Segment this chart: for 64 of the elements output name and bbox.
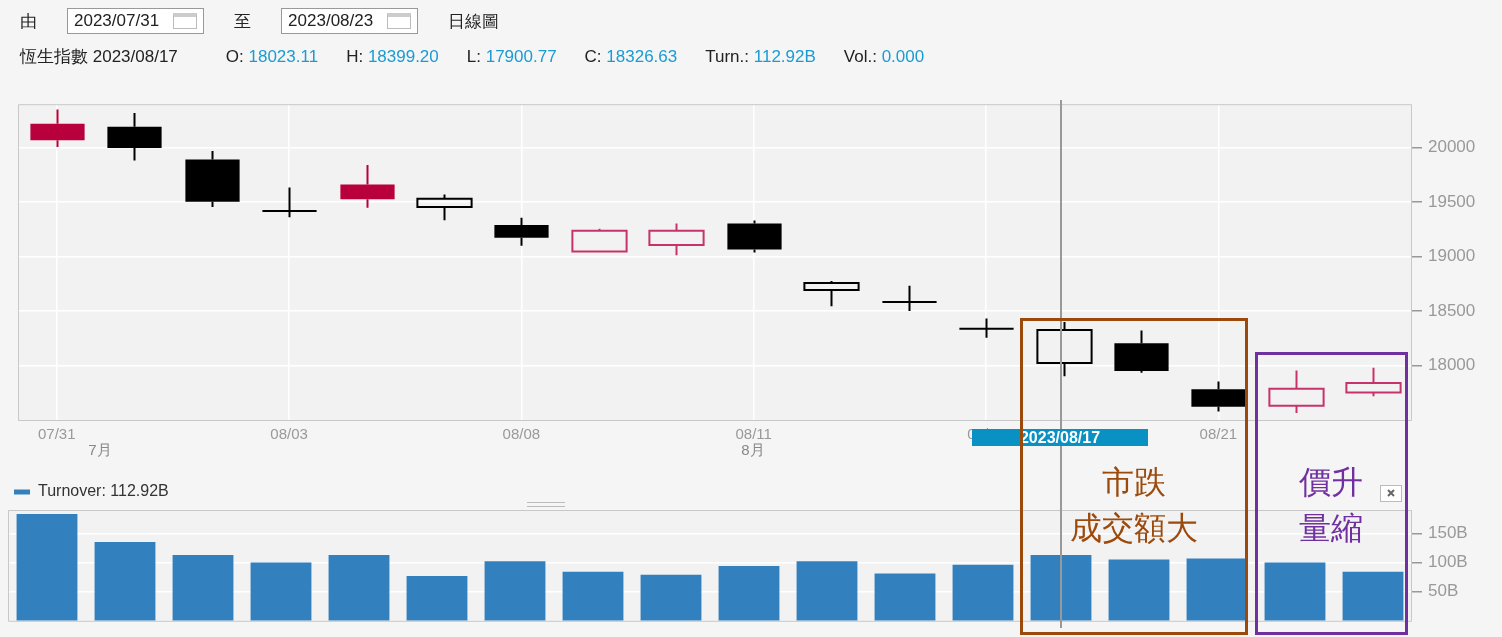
y-tick-label: 20000 [1428,137,1476,157]
y-tick-label: 50B [1428,581,1459,601]
bar [1264,562,1326,621]
x-tick-label: 08/21 [1199,425,1238,443]
bar [328,554,390,621]
candlestick [30,108,85,149]
y-tick-label: 18000 [1428,355,1476,375]
bar [172,554,234,621]
bar [1186,558,1248,621]
bar [250,562,312,621]
bar [874,573,936,621]
candlestick [107,111,162,162]
bar [952,564,1014,621]
text: 8月 [741,441,765,460]
y-tick-label: 18500 [1428,300,1476,320]
candlestick [1114,329,1169,374]
bar [94,542,156,621]
candlestick [340,164,395,209]
y-tick-label: 100B [1428,552,1468,572]
bar [640,574,702,621]
candlestick [958,317,1015,339]
text: H: 18399.20 [346,46,439,66]
text: 價升 [1299,462,1363,502]
bar [1108,559,1170,621]
x-tick-label: 08/11 [735,425,772,443]
candlestick [881,284,938,312]
text: L: 17900.77 [466,46,557,66]
text: O: 18023.11 [225,46,319,66]
chart-title: 恆生指數 2023/08/17 [20,46,178,68]
candlestick [1268,369,1325,414]
text: 市跌 [1102,462,1166,502]
candlestick [1345,366,1402,398]
bar [16,514,78,621]
text: 至 [234,10,252,33]
text: 2023/08/23 [288,11,374,31]
x-tick-label: 07/31 [37,425,76,443]
text: 2023/07/31 [74,11,160,31]
candlestick [1191,380,1246,413]
text: 日線圖 [448,10,500,33]
candlestick [494,216,549,247]
y-tick-label: 19000 [1428,246,1476,266]
x-tick-label: 08/08 [502,425,541,443]
bar [562,571,624,621]
bar [796,561,858,621]
text: Turn.: 112.92B [705,46,816,66]
x-tick-label: 08/03 [270,425,308,443]
candlestick [1036,321,1093,378]
text: C: 18326.63 [584,46,678,66]
text: 由 [20,10,37,33]
annotation: 量縮 [1299,508,1363,548]
bar [1030,554,1092,621]
text: Vol.: 0.000 [843,46,925,66]
candlestick [261,186,318,219]
text: 2023/08/17 [1019,429,1101,446]
bar [406,575,468,621]
y-tick-label: 19500 [1428,191,1476,211]
legend-label: Turnover: 112.92B [38,482,169,500]
bar [718,565,780,621]
bar [1342,571,1404,621]
annotation: 成交額大 [1070,508,1198,548]
candlestick [185,149,240,208]
y-tick-label: 150B [1428,523,1468,543]
text: 7月 [88,441,112,460]
bar [484,561,546,621]
